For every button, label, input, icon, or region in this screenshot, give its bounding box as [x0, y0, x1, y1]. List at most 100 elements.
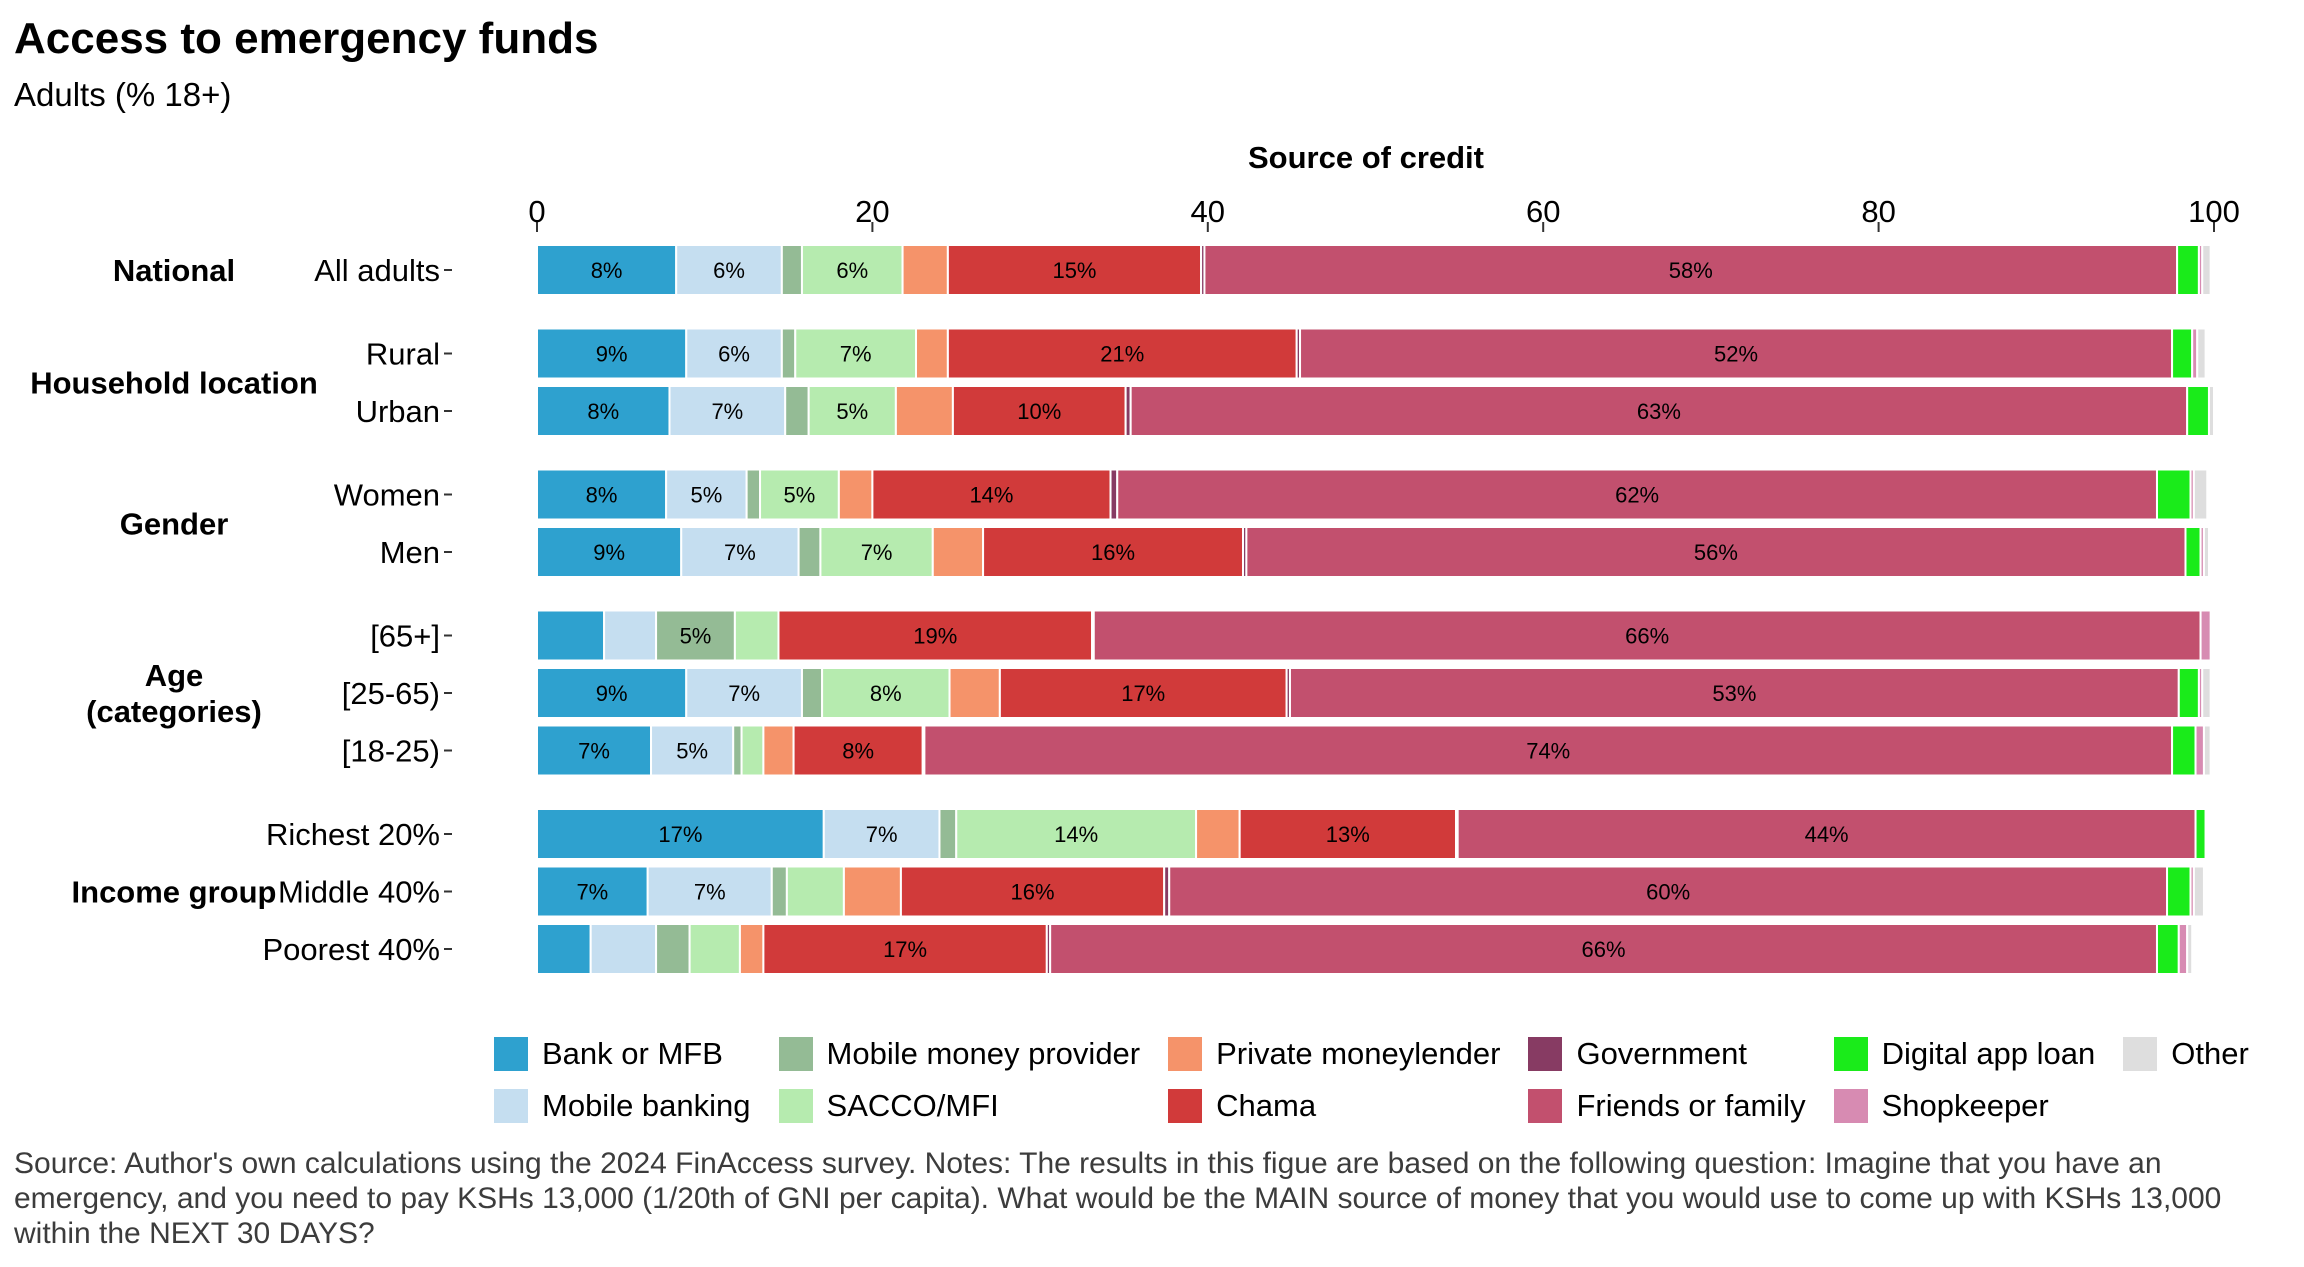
bar-segment-chama — [762, 923, 1048, 975]
group-label: National — [113, 253, 235, 288]
bar-segment-sacco-mfi — [800, 244, 904, 296]
data-label: 60% — [1646, 880, 1690, 905]
data-label: 8% — [842, 739, 874, 764]
legend-swatch — [494, 1037, 528, 1071]
bar-segment-mobile-banking — [668, 385, 787, 437]
data-label: 16% — [1091, 540, 1135, 565]
legend-label: Private moneylender — [1216, 1036, 1501, 1071]
legend-label: Friends or family — [1576, 1088, 1806, 1123]
data-label: 56% — [1694, 540, 1738, 565]
group-label: Gender — [120, 506, 229, 541]
bar-segment-sacco-mfi — [759, 468, 840, 521]
bar-segment-shopkeeper — [2194, 724, 2205, 777]
data-label: 66% — [1582, 937, 1626, 962]
data-label: 7% — [840, 342, 872, 367]
group-label: Age (categories) — [86, 658, 262, 729]
legend-item-digital-app-loan: Digital app loan — [1833, 1028, 2095, 1080]
bar-segment-private-moneylender — [837, 468, 874, 521]
bar-segment-bank-or-mfb — [536, 385, 671, 437]
data-label: 7% — [861, 540, 893, 565]
x-tick-label: 100 — [2188, 194, 2240, 229]
data-label: 7% — [724, 540, 756, 565]
data-label: 9% — [596, 342, 628, 367]
bar-segment-sacco-mfi — [785, 865, 845, 918]
bar-segment-mobile-banking — [603, 609, 658, 662]
legend-swatch — [1833, 1037, 1868, 1071]
data-label: 8% — [591, 258, 623, 283]
chart-legend: Bank or MFB Mobile banking Mobile money pr… — [494, 1028, 2249, 1132]
bar-segment-mobile-money-provider — [800, 667, 824, 719]
legend-item-bank-or-mfb: Bank or MFB — [494, 1028, 751, 1080]
bar-segment-mobile-money-provider — [780, 244, 803, 296]
bar-segment-private-moneylender — [894, 385, 954, 437]
bar-segment-chama — [946, 244, 1203, 296]
bar-segment-friends-or-family — [1288, 667, 2180, 719]
data-label: 7% — [694, 880, 726, 905]
data-label: 58% — [1669, 258, 1713, 283]
bar-segment-digital-app-loan — [2155, 923, 2180, 975]
bar-segment-government — [1109, 468, 1119, 521]
footnote: Source: Author's own calculations using … — [14, 1147, 2222, 1250]
bar-segment-digital-app-loan — [2166, 865, 2192, 918]
legend-swatch — [778, 1037, 813, 1071]
data-label: 7% — [711, 399, 743, 424]
bar-segment-mobile-money-provider — [797, 526, 822, 578]
data-label: 5% — [676, 739, 708, 764]
y-tick-label: Middle 40% — [278, 875, 440, 910]
legend-item-sacco-mfi: SACCO/MFI — [778, 1080, 1141, 1132]
bar-segment-private-moneylender — [931, 526, 985, 578]
group-label: Income group — [72, 875, 277, 910]
data-label: 5% — [690, 483, 722, 508]
data-label: 14% — [1054, 822, 1098, 847]
data-label: 17% — [883, 937, 927, 962]
bar-segment-bank-or-mfb — [536, 724, 653, 777]
x-tick-label: 20 — [855, 194, 889, 229]
legend-swatch — [1168, 1089, 1203, 1123]
bar-segment-other — [2186, 923, 2194, 975]
group-label: Household location — [30, 365, 318, 400]
bar-segment-friends-or-family — [1129, 385, 2189, 437]
y-tick-label: Rural — [366, 337, 440, 372]
bar-segment-friends-or-family — [1092, 609, 2202, 662]
data-label: 8% — [586, 483, 618, 508]
y-tick-label: Urban — [356, 394, 440, 429]
bar-segment-private-moneylender — [738, 923, 765, 975]
data-label: 7% — [866, 822, 898, 847]
bar-segment-sacco-mfi — [740, 724, 765, 777]
bar-segment-other — [2202, 724, 2212, 777]
bar-segment-shopkeeper — [2177, 923, 2189, 975]
legend-label: Mobile money provider — [826, 1036, 1141, 1071]
legend-swatch — [494, 1089, 528, 1123]
bar-segment-sacco-mfi — [794, 327, 918, 380]
data-label: 17% — [658, 822, 702, 847]
x-axis-title: Source of credit — [1248, 140, 1484, 175]
data-label: 63% — [1637, 399, 1681, 424]
bar-segment-digital-app-loan — [2177, 667, 2200, 719]
legend-item-private-moneylender: Private moneylender — [1168, 1028, 1500, 1080]
legend-swatch — [1833, 1089, 1868, 1123]
legend-label: Government — [1576, 1036, 1748, 1071]
bar-segment-sacco-mfi — [733, 609, 780, 662]
data-label: 19% — [913, 624, 957, 649]
data-label: 8% — [587, 399, 619, 424]
x-tick-label: 0 — [528, 194, 545, 229]
x-tick-label: 80 — [1861, 194, 1895, 229]
data-label: 7% — [576, 880, 608, 905]
legend-label: Mobile banking — [542, 1088, 751, 1123]
legend-swatch — [778, 1089, 813, 1123]
x-tick-label: 60 — [1526, 194, 1560, 229]
legend-item-chama: Chama — [1168, 1080, 1500, 1132]
bar-segment-digital-app-loan — [2176, 244, 2200, 296]
bar-segment-mobile-money-provider — [784, 385, 810, 437]
bar-segment-mobile-banking — [822, 808, 941, 860]
legend-item-friends-or-family: Friends or family — [1528, 1080, 1806, 1132]
legend-item-other: Other — [2123, 1028, 2249, 1080]
bar-segment-private-moneylender — [915, 327, 949, 380]
bar-segment-private-moneylender — [842, 865, 902, 918]
bar-segment-other — [2201, 667, 2212, 719]
bar-segment-mobile-banking — [650, 724, 735, 777]
y-tick-label: All adults — [314, 253, 440, 288]
bar-segment-mobile-money-provider — [770, 865, 788, 918]
bar-segment-digital-app-loan — [2186, 385, 2210, 437]
bar-segment-mobile-money-provider — [655, 923, 691, 975]
